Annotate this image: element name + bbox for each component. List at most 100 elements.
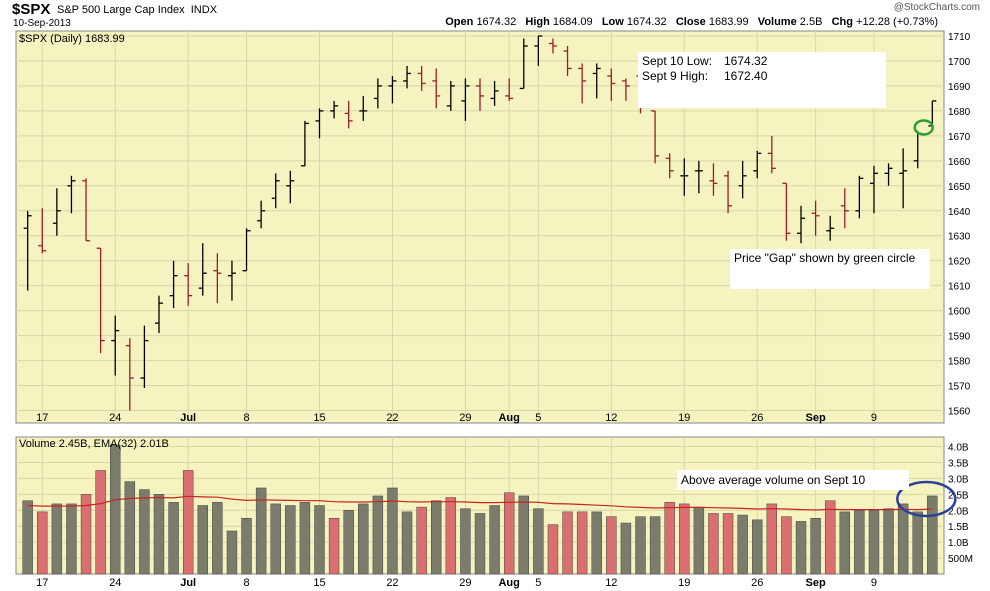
volume-x-tick-label: 29 <box>459 577 471 589</box>
volume-x-tick-label: 24 <box>109 577 121 589</box>
sept10-low-value: 1674.32 <box>724 54 768 68</box>
volume-tick-label: 1.5B <box>948 522 969 533</box>
volume-bar <box>95 470 106 575</box>
volume-bar <box>912 511 923 575</box>
price-x-tick-label: 26 <box>751 412 763 424</box>
volume-bar <box>387 487 398 575</box>
volume-tick-label: 3.0B <box>948 474 969 485</box>
close-value: 1683.99 <box>708 16 749 28</box>
volume-bar <box>153 494 165 575</box>
volume-bar <box>533 508 544 575</box>
exchange-label: INDX <box>190 4 218 16</box>
volume-x-tick-label: Sep <box>806 577 826 589</box>
volume-label: Volume <box>757 16 797 28</box>
volume-tick-label: 4.0B <box>948 443 969 454</box>
gap-box-line-2: Sept 9 High: 1672.40 <box>642 69 886 84</box>
volume-bar <box>66 503 77 575</box>
price-tick-label: 1570 <box>948 382 971 393</box>
price-x-tick-label: 9 <box>871 412 877 424</box>
volume-bar <box>679 503 690 575</box>
price-x-tick-label: 5 <box>535 412 541 424</box>
gap-values-box: Sept 10 Low: 1674.32 Sept 9 High: 1672.40 <box>638 52 886 108</box>
ticker-symbol: $SPX <box>12 1 51 18</box>
volume-note: Above average volume on Sept 10 <box>677 470 909 490</box>
volume-bar <box>168 502 179 575</box>
volume-bar <box>664 502 675 575</box>
price-x-tick-label: 19 <box>678 412 690 424</box>
volume-bar <box>824 500 836 575</box>
volume-bar <box>241 517 252 575</box>
low-label: Low <box>601 16 624 28</box>
volume-x-tick-label: 15 <box>313 577 325 589</box>
gap-note: Price "Gap" shown by green circle <box>730 249 930 289</box>
volume-tick-label: 2.5B <box>948 490 969 501</box>
price-tick-label: 1660 <box>948 157 971 168</box>
volume-x-tick-label: 5 <box>535 577 541 589</box>
volume-tick-label: 1.0B <box>948 538 969 549</box>
volume-bar <box>649 516 661 575</box>
volume-bar <box>139 489 150 575</box>
volume-bar <box>868 510 880 575</box>
open-value: 1674.32 <box>476 16 517 28</box>
price-x-tick-label: Sep <box>806 412 826 424</box>
volume-x-tick-label: 17 <box>36 577 48 589</box>
volume-panel-label: Volume 2.45B, EMA(32) 2.01B <box>19 438 169 450</box>
volume-bar <box>854 510 865 575</box>
volume-bar <box>897 503 909 575</box>
volume-tick-label: 2.0B <box>948 506 969 517</box>
volume-bar <box>883 508 894 575</box>
volume-bar <box>416 506 427 575</box>
volume-bar <box>737 514 748 575</box>
price-panel-label: $SPX (Daily) 1683.99 <box>19 33 125 45</box>
volume-bar <box>693 506 705 575</box>
volume-x-tick-label: 19 <box>678 577 690 589</box>
change-value: +12.28 (+0.73%) <box>856 16 938 28</box>
volume-bar <box>270 503 281 575</box>
volume-bar <box>372 495 384 575</box>
volume-bar <box>810 517 821 575</box>
volume-bar <box>37 511 48 575</box>
volume-bar <box>124 481 136 575</box>
price-tick-label: 1560 <box>948 407 971 418</box>
volume-bar <box>80 494 92 575</box>
price-tick-label: 1680 <box>948 107 971 118</box>
price-tick-label: 1710 <box>948 32 971 43</box>
price-tick-label: 1640 <box>948 207 971 218</box>
price-x-tick-label: 12 <box>605 412 617 424</box>
price-x-tick-label: 22 <box>386 412 398 424</box>
volume-bar <box>226 530 238 575</box>
volume-bar <box>576 511 588 575</box>
change-label: Chg <box>831 16 853 28</box>
volume-bar <box>562 511 573 575</box>
price-tick-label: 1670 <box>948 132 971 143</box>
volume-x-tick-label: 9 <box>871 577 877 589</box>
volume-x-tick-label: 8 <box>243 577 249 589</box>
stockcharts-watermark: @StockCharts.com <box>893 2 980 13</box>
volume-bar <box>431 500 442 575</box>
volume-circle <box>896 480 957 518</box>
price-tick-label: 1700 <box>948 57 971 68</box>
ohlc-summary: Open 1674.32 High 1684.09 Low 1674.32 Cl… <box>445 16 938 28</box>
high-label: High <box>525 16 550 28</box>
volume-bar <box>445 497 457 575</box>
volume-bar <box>635 516 646 575</box>
volume-bar <box>314 505 325 575</box>
price-x-tick-label: 29 <box>459 412 471 424</box>
close-label: Close <box>675 16 706 28</box>
volume-value: 2.5B <box>799 16 823 28</box>
high-value: 1684.09 <box>552 16 593 28</box>
volume-tick-label: 500M <box>948 554 973 565</box>
volume-bar <box>927 495 938 575</box>
volume-bar <box>460 508 471 575</box>
volume-bar <box>299 502 311 575</box>
price-tick-label: 1610 <box>948 282 971 293</box>
price-x-tick-label: 17 <box>36 412 48 424</box>
volume-bar <box>212 502 223 575</box>
price-tick-label: 1630 <box>948 232 971 243</box>
index-full-name: S&P 500 Large Cap Index <box>57 4 185 16</box>
volume-bar <box>110 444 121 575</box>
volume-bar <box>518 495 529 575</box>
volume-bar <box>22 500 33 575</box>
sept9-high-label: Sept 9 High: <box>642 69 709 83</box>
